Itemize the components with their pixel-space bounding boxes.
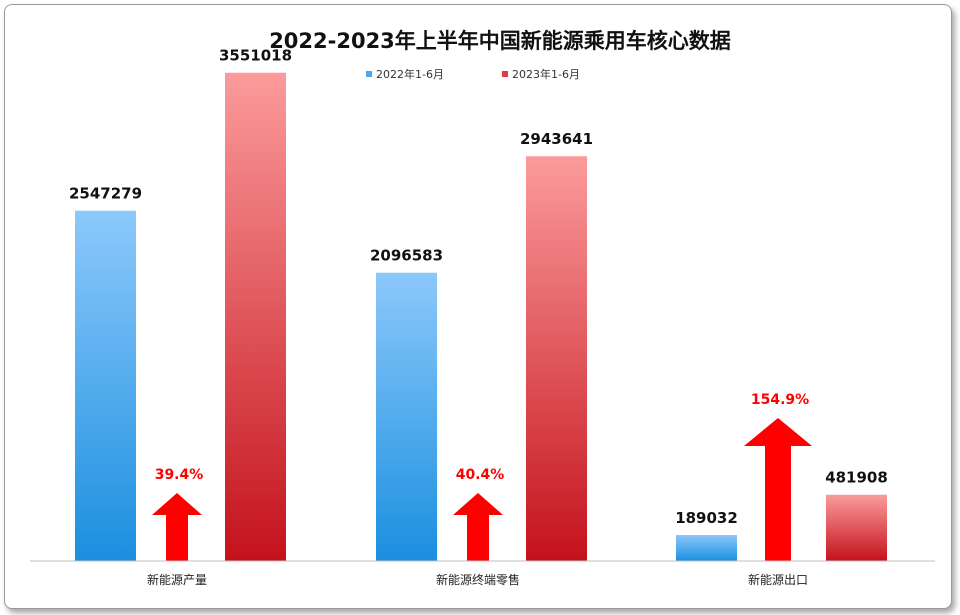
legend-label-2023: 2023年1-6月 [512, 67, 580, 81]
bar-retail-2023 [526, 156, 587, 561]
growth-label-production: 39.4% [155, 467, 204, 483]
legend-label-2022: 2022年1-6月 [376, 67, 444, 81]
bar-production-2022 [75, 210, 136, 561]
x-tick-label-export: 新能源出口 [748, 572, 808, 587]
x-tick-label-production: 新能源产量 [147, 572, 207, 587]
data-label-retail-2022: 2096583 [370, 247, 443, 265]
growth-arrow-export [744, 418, 812, 561]
growth-label-export: 154.9% [751, 392, 809, 408]
data-label-retail-2023: 2943641 [520, 130, 593, 148]
data-label-export-2022: 189032 [675, 509, 738, 527]
growth-label-retail: 40.4% [456, 467, 505, 483]
data-label-production-2023: 3551018 [219, 47, 292, 65]
growth-arrow-retail [453, 493, 503, 561]
bar-export-2022 [676, 535, 737, 561]
data-label-production-2022: 2547279 [69, 185, 142, 203]
legend: 2022年1-6月 2023年1-6月 [366, 67, 580, 81]
x-tick-label-retail: 新能源终端零售 [436, 572, 520, 587]
chart-title: 2022-2023年上半年中国新能源乘用车核心数据 [269, 29, 731, 53]
bar-retail-2022 [376, 272, 437, 561]
bar-export-2023 [826, 494, 887, 561]
legend-swatch-2023 [502, 71, 508, 77]
bar-production-2023 [225, 72, 286, 562]
plot-area: 2547279 3551018 39.4% 新能源产量 2096583 2943641 40… [69, 47, 888, 587]
data-label-export-2023: 481908 [825, 469, 888, 487]
growth-arrow-production [152, 493, 202, 561]
legend-swatch-2022 [366, 71, 372, 77]
